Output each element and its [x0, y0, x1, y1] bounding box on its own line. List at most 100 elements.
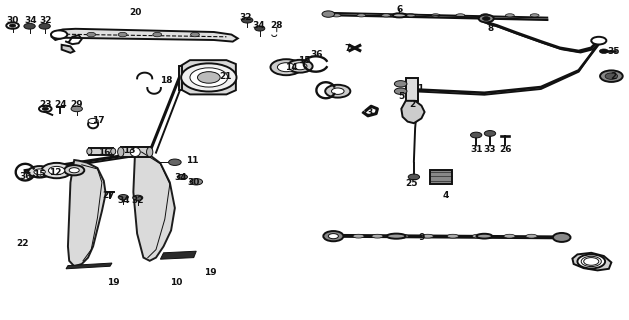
Text: 9: 9 [418, 233, 425, 242]
Text: 28: 28 [270, 21, 283, 30]
Ellipse shape [332, 14, 341, 17]
Circle shape [599, 49, 608, 53]
Polygon shape [52, 29, 238, 42]
Polygon shape [89, 148, 113, 155]
Ellipse shape [111, 148, 116, 155]
Circle shape [600, 70, 623, 82]
Text: 27: 27 [103, 191, 115, 200]
Text: 29: 29 [70, 100, 82, 109]
Circle shape [394, 88, 407, 94]
Ellipse shape [118, 147, 124, 157]
Ellipse shape [387, 234, 406, 239]
Circle shape [605, 73, 618, 79]
Text: 23: 23 [39, 100, 52, 109]
Ellipse shape [147, 147, 153, 157]
Circle shape [133, 195, 143, 200]
Circle shape [39, 106, 52, 112]
Circle shape [51, 30, 67, 39]
Text: 15: 15 [33, 170, 46, 179]
Circle shape [34, 169, 45, 175]
Circle shape [48, 166, 65, 175]
Polygon shape [181, 60, 236, 94]
Text: 30: 30 [6, 16, 19, 25]
Ellipse shape [526, 234, 537, 238]
Text: 32: 32 [239, 13, 252, 22]
Text: 7: 7 [345, 44, 351, 52]
Text: 5: 5 [398, 92, 404, 100]
Circle shape [242, 17, 253, 23]
Text: 12: 12 [49, 168, 62, 177]
Text: 19: 19 [204, 268, 217, 277]
Circle shape [42, 107, 48, 110]
Circle shape [325, 85, 350, 98]
Circle shape [71, 106, 82, 112]
Ellipse shape [472, 234, 484, 238]
Polygon shape [62, 45, 74, 53]
Text: 14: 14 [285, 63, 298, 72]
Circle shape [88, 118, 98, 124]
Ellipse shape [397, 234, 408, 238]
Ellipse shape [406, 14, 415, 17]
Text: 3: 3 [367, 108, 373, 117]
Circle shape [169, 159, 181, 165]
Ellipse shape [87, 148, 92, 155]
Ellipse shape [481, 14, 489, 17]
Circle shape [118, 195, 128, 200]
Circle shape [482, 17, 490, 20]
Circle shape [470, 132, 482, 138]
Text: 32: 32 [39, 16, 52, 25]
Text: 4: 4 [442, 191, 448, 200]
Circle shape [28, 166, 51, 178]
Circle shape [591, 37, 606, 44]
Ellipse shape [506, 14, 515, 17]
Text: 11: 11 [186, 156, 198, 165]
Circle shape [328, 234, 338, 239]
Text: 31: 31 [470, 145, 482, 154]
Text: 13: 13 [123, 146, 135, 155]
Circle shape [479, 15, 494, 22]
Polygon shape [133, 148, 175, 261]
Text: 6: 6 [396, 5, 403, 14]
Polygon shape [401, 101, 425, 123]
Circle shape [39, 23, 50, 29]
Polygon shape [121, 147, 150, 157]
Text: 2: 2 [409, 100, 415, 108]
Text: 19: 19 [107, 278, 120, 287]
Ellipse shape [431, 14, 440, 17]
Polygon shape [66, 263, 112, 269]
Text: 34: 34 [253, 21, 265, 30]
Circle shape [177, 174, 187, 180]
Text: 33: 33 [484, 145, 496, 154]
Text: 15: 15 [298, 56, 310, 65]
Polygon shape [68, 160, 106, 266]
Ellipse shape [392, 13, 406, 18]
Ellipse shape [447, 234, 459, 238]
Polygon shape [179, 66, 182, 90]
Circle shape [323, 231, 343, 241]
Text: 2: 2 [610, 72, 616, 81]
Text: 36: 36 [19, 172, 31, 181]
Ellipse shape [504, 234, 515, 238]
Circle shape [190, 68, 228, 87]
Circle shape [9, 24, 16, 27]
Text: 8: 8 [487, 24, 494, 33]
Text: 35: 35 [607, 47, 620, 56]
Text: 17: 17 [92, 116, 104, 125]
Circle shape [484, 131, 496, 136]
Circle shape [69, 168, 79, 173]
Polygon shape [572, 253, 611, 270]
Polygon shape [160, 251, 196, 259]
Text: 24: 24 [55, 100, 67, 109]
Text: 26: 26 [499, 145, 511, 154]
Polygon shape [406, 78, 418, 101]
Ellipse shape [353, 234, 364, 238]
Text: 22: 22 [16, 239, 28, 248]
Ellipse shape [477, 234, 492, 239]
Ellipse shape [88, 120, 98, 128]
Circle shape [87, 32, 96, 37]
Text: 21: 21 [219, 72, 231, 81]
Ellipse shape [130, 148, 140, 156]
Ellipse shape [357, 14, 365, 17]
Circle shape [255, 26, 265, 31]
Circle shape [118, 32, 127, 37]
